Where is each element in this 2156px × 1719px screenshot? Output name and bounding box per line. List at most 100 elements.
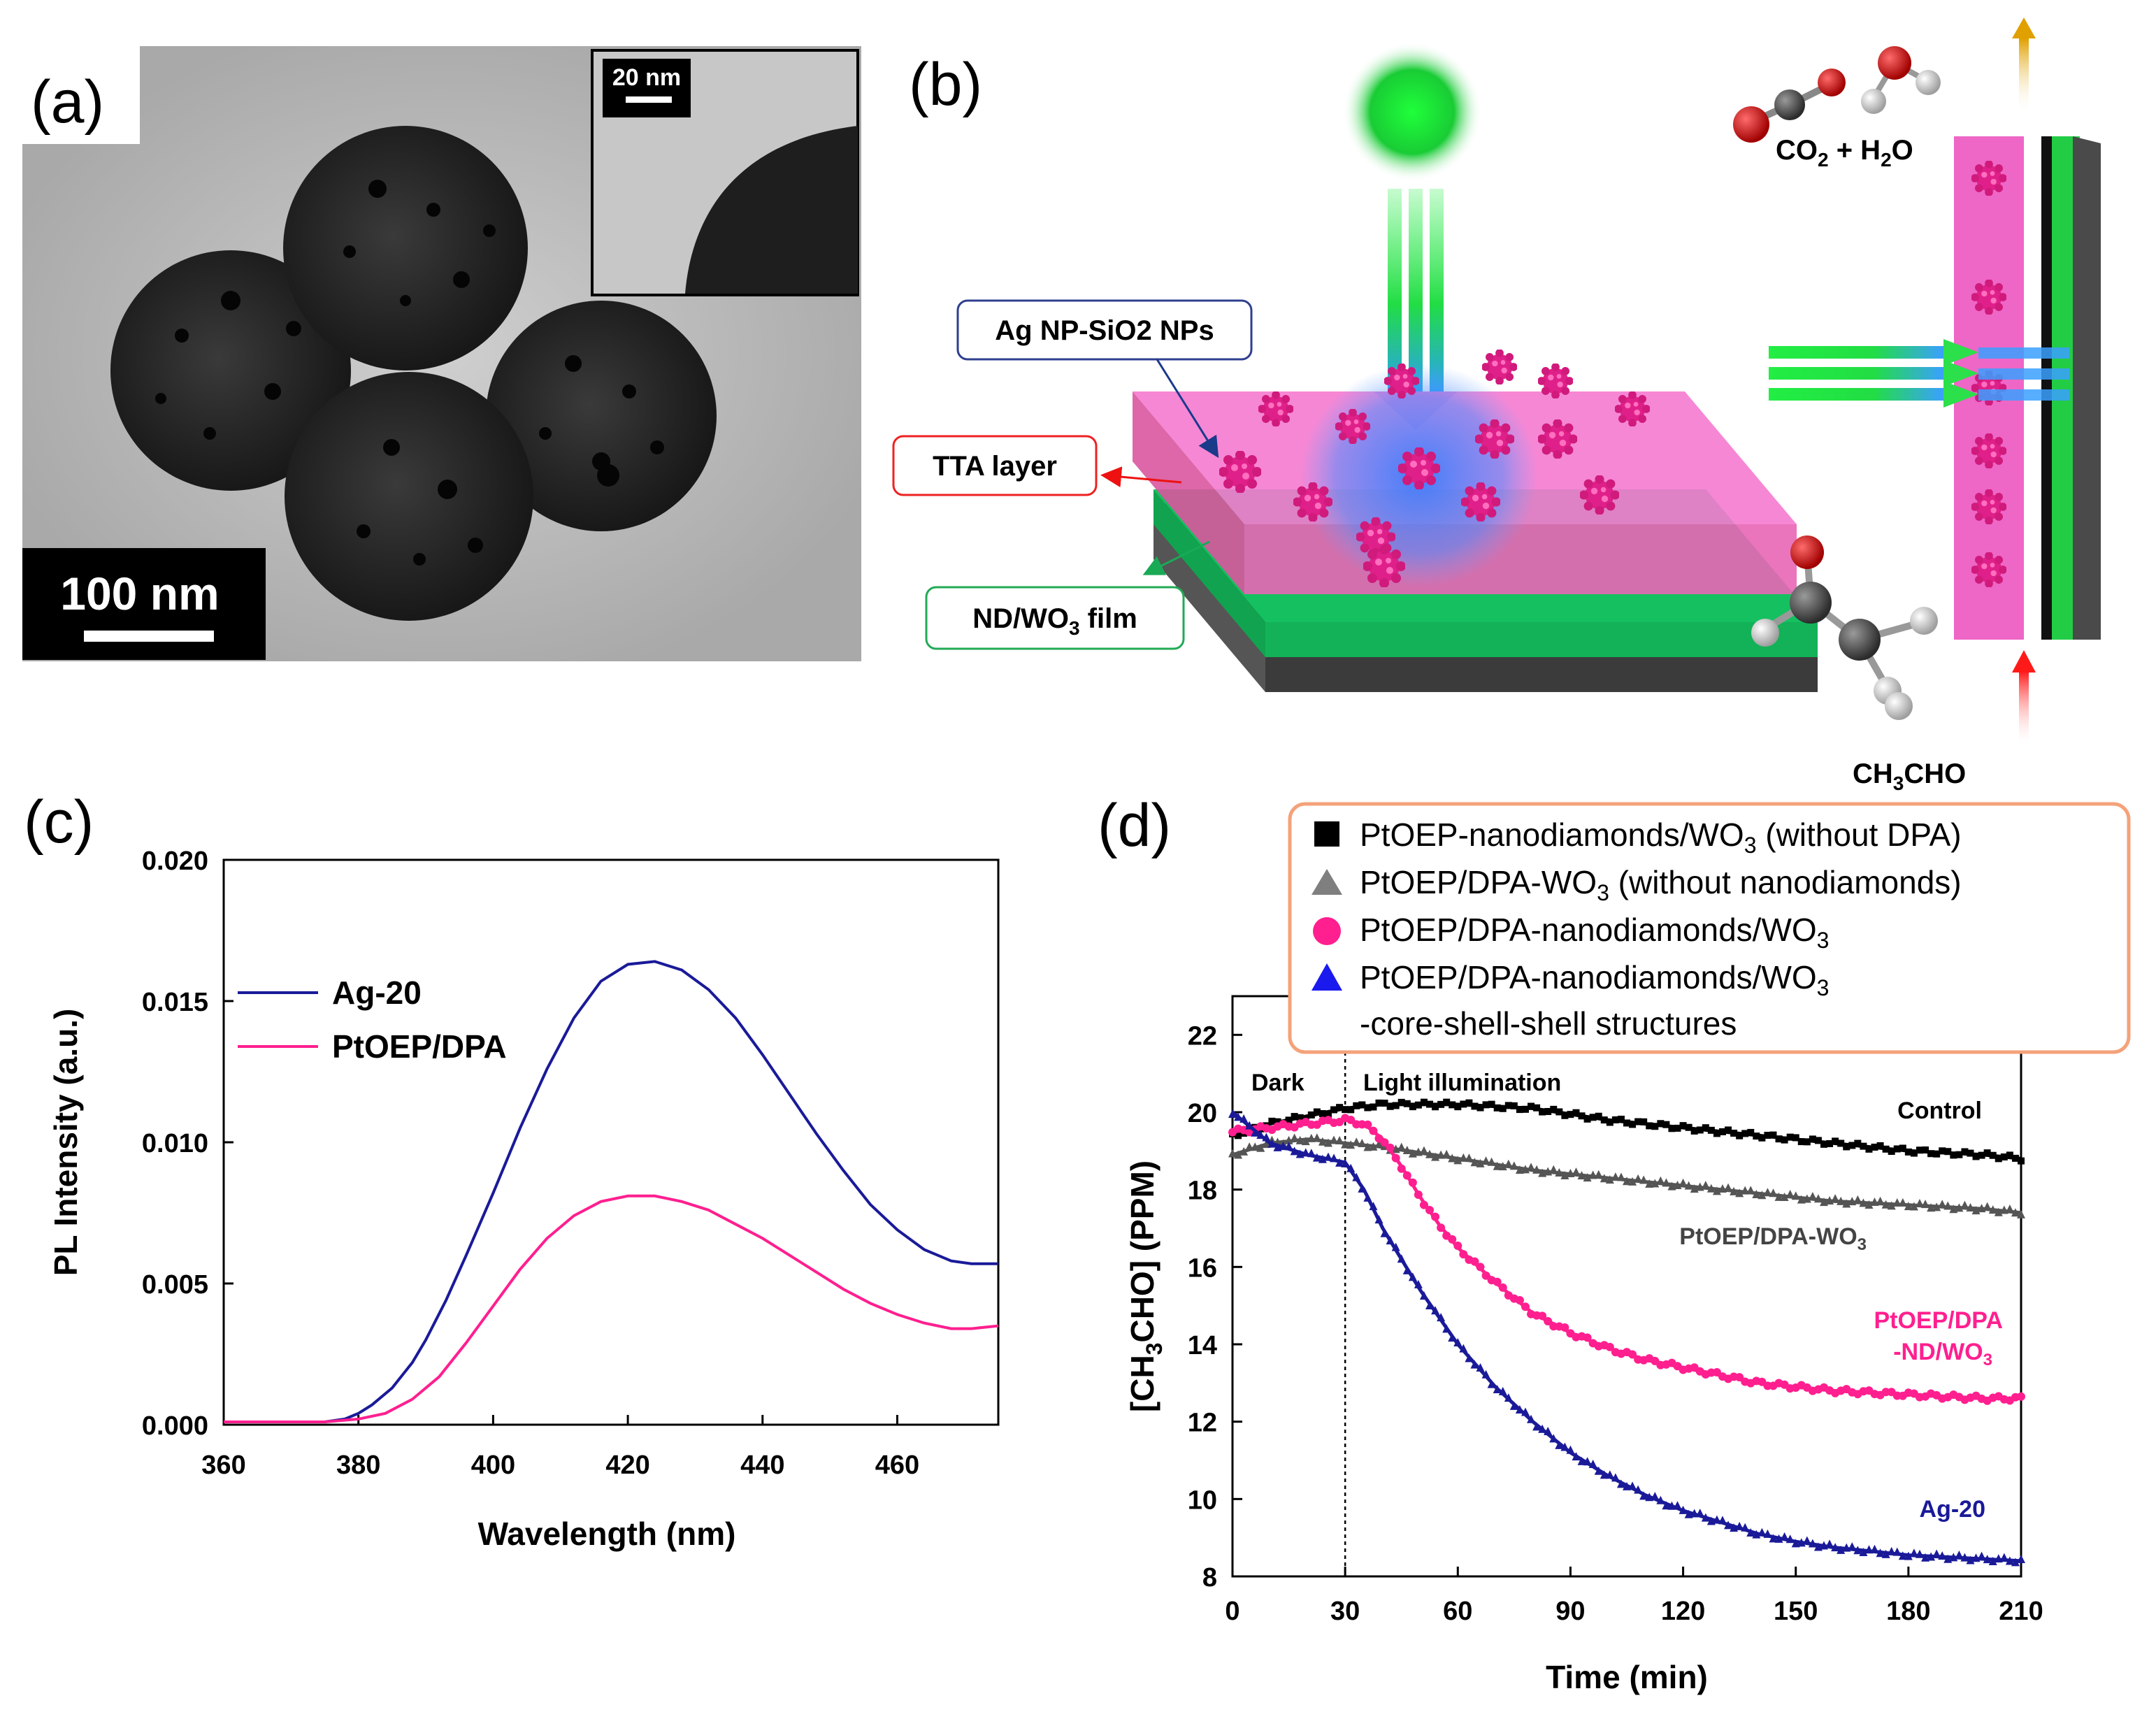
d-point bbox=[1521, 1105, 1529, 1113]
d-point bbox=[1431, 1212, 1440, 1221]
d-point bbox=[2017, 1555, 2025, 1564]
d-point bbox=[1589, 1114, 1597, 1121]
d-point bbox=[1673, 1501, 1682, 1510]
d-point bbox=[1785, 1534, 1795, 1544]
d-point bbox=[1481, 1271, 1490, 1280]
d-point bbox=[1843, 1143, 1850, 1151]
d-point bbox=[1380, 1228, 1389, 1237]
d-point bbox=[1943, 1201, 1953, 1210]
d-point bbox=[1706, 1184, 1716, 1193]
d-point bbox=[1335, 1136, 1344, 1145]
d-point bbox=[1651, 1179, 1660, 1188]
d-point bbox=[1588, 1170, 1597, 1179]
legend-triangle-gray bbox=[1311, 869, 1342, 895]
d-point bbox=[1239, 1146, 1249, 1156]
d-point bbox=[1690, 1509, 1699, 1518]
d-point bbox=[1498, 1283, 1507, 1292]
d-point bbox=[1369, 1126, 1378, 1135]
d-point bbox=[1346, 1115, 1356, 1124]
d-point bbox=[1712, 1515, 1721, 1524]
panel-a: (a) 20 nm bbox=[22, 46, 861, 661]
d-point bbox=[1471, 1102, 1479, 1110]
d-point bbox=[1735, 1373, 1744, 1382]
d-ytick-label: 20 bbox=[1188, 1099, 1217, 1128]
d-point bbox=[1802, 1536, 1811, 1545]
d-point bbox=[1567, 1111, 1574, 1119]
d-point bbox=[1251, 1142, 1260, 1151]
d-point bbox=[1966, 1202, 1975, 1211]
callout-ag-np: Ag NP-SiO2 NPs bbox=[956, 299, 1253, 459]
out-arrow bbox=[2019, 38, 2029, 115]
d-point bbox=[1375, 1099, 1383, 1107]
d-point bbox=[1713, 1130, 1720, 1137]
d-point bbox=[1284, 1135, 1293, 1144]
in-arrow bbox=[2019, 671, 2029, 748]
d-point bbox=[1493, 1104, 1501, 1112]
d-point bbox=[1549, 1165, 1558, 1174]
d-point bbox=[1876, 1142, 1884, 1149]
d-point bbox=[1927, 1552, 1936, 1561]
plot-c-frame bbox=[222, 858, 1000, 1426]
panel-a-label: (a) bbox=[31, 69, 104, 136]
legend-5: -core-shell-shell structures bbox=[1360, 1005, 1737, 1042]
d-point bbox=[1690, 1127, 1698, 1135]
c-xtick-label: 440 bbox=[740, 1451, 784, 1480]
d-point bbox=[1724, 1520, 1733, 1530]
d-point bbox=[1352, 1172, 1361, 1181]
d-point bbox=[1600, 1470, 1609, 1479]
d-point bbox=[1718, 1128, 1726, 1135]
d-point bbox=[1645, 1493, 1654, 1502]
d-ytick-label: 18 bbox=[1188, 1177, 1217, 1206]
d-point bbox=[1932, 1549, 1941, 1558]
d-point bbox=[1702, 1124, 1709, 1132]
d-point bbox=[1645, 1179, 1654, 1188]
d-point bbox=[2005, 1204, 2014, 1214]
d-point bbox=[1352, 1137, 1361, 1146]
callout-film: ND/WO3 film bbox=[925, 540, 1210, 650]
d-point bbox=[1460, 1100, 1467, 1108]
d-point bbox=[1892, 1547, 1902, 1556]
d-point bbox=[1898, 1197, 1907, 1207]
d-point bbox=[1369, 1142, 1378, 1151]
d-point bbox=[1301, 1137, 1310, 1146]
d-point bbox=[1814, 1137, 1822, 1144]
plot-c-xlabel: Wavelength (nm) bbox=[478, 1516, 736, 1552]
d-point bbox=[1763, 1188, 1772, 1197]
d-point bbox=[1921, 1200, 1930, 1209]
d-point bbox=[1617, 1116, 1625, 1123]
d-point bbox=[1938, 1551, 1947, 1560]
d-point bbox=[1898, 1551, 1907, 1560]
d-point bbox=[1397, 1142, 1406, 1151]
c-xtick-label: 380 bbox=[336, 1451, 380, 1480]
d-point bbox=[1859, 1198, 1868, 1207]
d-point bbox=[1437, 1313, 1446, 1322]
d-point bbox=[1370, 1103, 1377, 1111]
d-point bbox=[1730, 1186, 1739, 1195]
d-point bbox=[1605, 1342, 1614, 1351]
plot-d-xlabel: Time (min) bbox=[1546, 1659, 1708, 1695]
d-point bbox=[1769, 1534, 1778, 1543]
d-point bbox=[1792, 1134, 1799, 1142]
d-point bbox=[1640, 1118, 1648, 1125]
d-point bbox=[1245, 1121, 1254, 1130]
plot-c-ylabel: PL Intensity (a.u.) bbox=[48, 1009, 84, 1276]
d-point bbox=[1605, 1175, 1614, 1184]
d-point bbox=[1623, 1119, 1630, 1127]
d-point bbox=[1611, 1172, 1620, 1181]
d-point bbox=[1797, 1195, 1806, 1204]
d-point bbox=[1453, 1338, 1463, 1347]
d-point bbox=[1279, 1142, 1288, 1151]
d-point bbox=[1234, 1112, 1243, 1121]
d-point bbox=[1470, 1257, 1479, 1266]
d-point bbox=[1296, 1114, 1304, 1121]
d-point bbox=[2011, 1154, 2019, 1162]
d-xtick-label: 90 bbox=[1555, 1597, 1585, 1626]
d-point bbox=[1312, 1133, 1321, 1142]
d-point bbox=[1673, 1181, 1682, 1190]
d-point bbox=[1493, 1161, 1502, 1170]
d-point bbox=[1842, 1199, 1851, 1208]
c-ytick-label: 0.000 bbox=[142, 1411, 208, 1441]
d-point bbox=[1470, 1158, 1479, 1167]
panel-b: (b) bbox=[892, 17, 2101, 794]
d-point bbox=[1667, 1501, 1676, 1510]
